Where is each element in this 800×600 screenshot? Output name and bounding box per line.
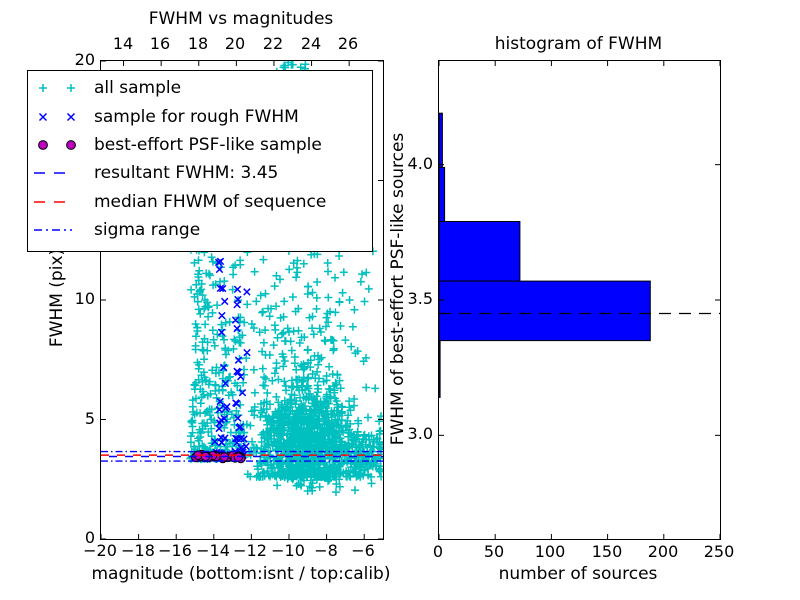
histogram-plot-area bbox=[438, 60, 721, 540]
scatter-y-tick-label: 10 bbox=[74, 289, 95, 308]
scatter-x-tick-label: −12 bbox=[233, 541, 267, 560]
plus-marker-icon bbox=[67, 84, 75, 93]
histogram-plot-title: histogram of FWHM bbox=[494, 34, 663, 54]
scatter-x-tick-label: −6 bbox=[351, 541, 375, 560]
histogram-bar bbox=[439, 280, 651, 342]
histogram-bar bbox=[439, 340, 441, 398]
legend-entry-3: resultant FWHM: 3.45 bbox=[28, 159, 372, 187]
x-marker-icon bbox=[66, 112, 76, 121]
legend-label: median FHWM of sequence bbox=[94, 191, 327, 212]
histogram-y-tick-label: 4.0 bbox=[407, 154, 433, 173]
scatter-y-tick-label: 0 bbox=[84, 528, 95, 547]
scatter-x-tick-label: −14 bbox=[196, 541, 230, 560]
x-marker-icon bbox=[38, 112, 48, 121]
histogram-x-tick-label: 250 bbox=[703, 542, 735, 561]
histogram-y-tick-label: 3.5 bbox=[407, 289, 433, 308]
circle-legend-swatch bbox=[38, 140, 76, 150]
scatter-top-tick-label: 20 bbox=[224, 34, 246, 53]
histogram-x-tick-label: 0 bbox=[432, 542, 444, 561]
legend-label: all sample bbox=[94, 78, 182, 99]
scatter-plot-title: FWHM vs magnitudes bbox=[148, 9, 334, 29]
legend-entry-0: all sample bbox=[28, 74, 372, 102]
legend-entry-1: sample for rough FWHM bbox=[28, 102, 372, 130]
legend-entry-5: sigma range bbox=[28, 216, 372, 244]
scatter-top-tick-label: 18 bbox=[187, 34, 209, 53]
histogram-x-tick-label: 200 bbox=[647, 542, 679, 561]
histogram-bar bbox=[439, 112, 443, 168]
legend-label: resultant FWHM: 3.45 bbox=[94, 163, 279, 184]
dashed-legend-swatch bbox=[34, 172, 72, 175]
scatter-top-tick-label: 16 bbox=[149, 34, 171, 53]
legend-label: best-effort PSF-like sample bbox=[94, 134, 322, 155]
scatter-top-tick-label: 24 bbox=[300, 34, 322, 53]
scatter-y-tick-label: 20 bbox=[74, 50, 95, 69]
circle-marker-icon bbox=[66, 140, 76, 150]
histogram-bar bbox=[439, 166, 446, 222]
scatter-x-tick-label: −8 bbox=[314, 541, 338, 560]
legend: all sample sample for rough FWHM best-effo… bbox=[27, 70, 373, 252]
dashed-legend-swatch bbox=[34, 200, 72, 203]
histogram-x-tick-label: 150 bbox=[591, 542, 623, 561]
histogram-plot-canvas bbox=[439, 61, 720, 539]
scatter-top-tick-label: 26 bbox=[337, 34, 359, 53]
legend-label: sample for rough FWHM bbox=[94, 106, 299, 127]
legend-entry-4: median FHWM of sequence bbox=[28, 188, 372, 216]
scatter-plot-canvas bbox=[101, 61, 383, 539]
scatter-x-axis-label: magnitude (bottom:isnt / top:calib) bbox=[91, 564, 391, 584]
histogram-y-tick-label: 3.0 bbox=[407, 424, 433, 443]
histogram-x-tick-label: 100 bbox=[534, 542, 566, 561]
scatter-x-tick-label: −18 bbox=[121, 541, 155, 560]
plus-marker-icon bbox=[39, 84, 47, 93]
legend-label: sigma range bbox=[94, 220, 201, 241]
x-legend-swatch bbox=[38, 112, 76, 121]
histogram-x-axis-label: number of sources bbox=[498, 564, 658, 584]
scatter-top-tick-label: 14 bbox=[112, 34, 134, 53]
scatter-top-tick-label: 22 bbox=[262, 34, 284, 53]
legend-entry-2: best-effort PSF-like sample bbox=[28, 131, 372, 159]
circle-marker-icon bbox=[38, 140, 48, 150]
histogram-bar bbox=[439, 221, 521, 282]
scatter-x-tick-label: −20 bbox=[83, 541, 117, 560]
scatter-x-tick-label: −16 bbox=[158, 541, 192, 560]
scatter-y-tick-label: 5 bbox=[84, 409, 95, 428]
dashdot-legend-swatch bbox=[34, 229, 72, 231]
plus-legend-swatch bbox=[39, 84, 75, 93]
histogram-x-tick-label: 50 bbox=[483, 542, 505, 561]
scatter-x-tick-label: −10 bbox=[271, 541, 305, 560]
